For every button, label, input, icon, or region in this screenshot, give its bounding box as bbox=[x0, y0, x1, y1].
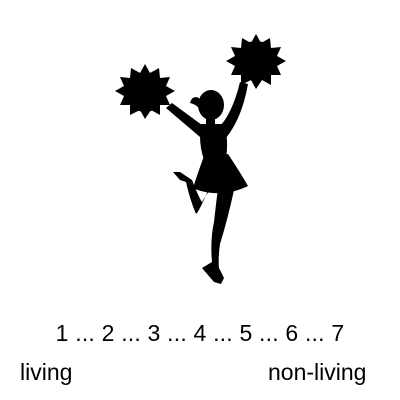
scale-right-label: non-living bbox=[268, 359, 367, 385]
right-pompom-icon bbox=[226, 34, 286, 89]
left-arm-shape bbox=[166, 103, 206, 137]
cheerleader-silhouette-icon bbox=[115, 34, 286, 284]
scale-left-label: living bbox=[20, 359, 73, 385]
ponytail-shape bbox=[190, 97, 199, 108]
skirt-shape bbox=[193, 154, 248, 194]
right-arm-shape bbox=[218, 82, 248, 138]
standing-leg-shape bbox=[202, 188, 234, 284]
rating-scale: 1 ... 2 ... 3 ... 4 ... 5 ... 6 ... 7 bbox=[55, 320, 345, 346]
head-shape bbox=[198, 90, 224, 120]
left-pompom-icon bbox=[115, 64, 175, 119]
torso-shape bbox=[200, 124, 228, 160]
bent-leg-shape bbox=[173, 172, 214, 214]
